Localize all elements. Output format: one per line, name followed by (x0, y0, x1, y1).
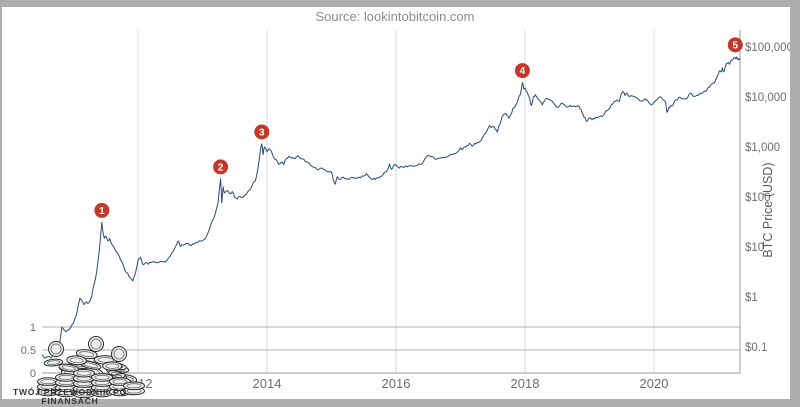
frame-left-bar (0, 0, 2, 407)
right-axis-tick-label: $100 (745, 192, 771, 204)
source-attribution: Source: lookintobitcoin.com (315, 9, 475, 24)
coin-icon (111, 346, 127, 362)
marker-circle (727, 37, 743, 53)
marker-circle (514, 63, 530, 79)
watermark-line2: FINANSACH (41, 396, 99, 406)
coin-rim (90, 338, 102, 350)
right-axis-tick-label: $100,000 (745, 42, 793, 54)
coin-rim (113, 348, 125, 360)
frame-right-bar (790, 0, 800, 407)
coin-icon (123, 381, 145, 391)
coin-rim (69, 357, 84, 364)
coin-rim (40, 379, 56, 385)
marker-number: 4 (520, 66, 526, 77)
marker-circle (213, 159, 229, 175)
coin-icon (48, 341, 64, 357)
btc-price-line (41, 56, 741, 359)
coin-rim (76, 370, 92, 376)
left-axis-tick-label: 1 (30, 322, 36, 334)
coin-icon (73, 368, 95, 378)
coin-rim (126, 383, 142, 389)
cycle-top-marker-4: 4 (514, 63, 530, 79)
marker-number: 5 (732, 40, 738, 51)
marker-number: 1 (99, 206, 105, 217)
coin-icon (102, 361, 123, 371)
right-axis-tick-label: $10 (745, 242, 764, 254)
x-axis-tick-label: 2020 (640, 376, 669, 391)
cycle-top-marker-3: 3 (254, 124, 270, 140)
left-axis-tick-label: 0 (30, 368, 36, 380)
x-axis-tick-label: 2014 (253, 376, 282, 391)
x-axis-tick-label: 2016 (382, 376, 411, 391)
coin-icon (109, 377, 131, 386)
coin-icon (55, 373, 77, 382)
coin-rim (61, 365, 76, 371)
left-axis-tick-label: 0.5 (21, 345, 36, 357)
cycle-top-marker-2: 2 (213, 159, 229, 175)
marker-circle (254, 124, 270, 140)
coin-rim (79, 351, 95, 358)
coin-pile-watermark (37, 336, 145, 399)
right-axis-tick-label: $0.1 (745, 342, 767, 354)
coin-rim (94, 374, 110, 380)
right-axis-tick-label: $10,000 (745, 92, 787, 104)
coin-rim (46, 360, 61, 365)
marker-circle (94, 202, 110, 218)
coin-icon (91, 373, 113, 382)
cycle-top-marker-1: 1 (94, 202, 110, 218)
y-axis-title: BTC Price (USD) (761, 162, 775, 257)
watermark-line1: TWÓJ PRZEWODNIK PO (12, 387, 128, 397)
coin-icon (43, 358, 64, 367)
marker-number: 3 (259, 128, 265, 139)
watermark-text: TWÓJ PRZEWODNIK PO FINANSACH (4, 388, 136, 406)
frame-bottom-bar (0, 399, 800, 407)
coin-icon (88, 336, 104, 352)
coin-rim (50, 343, 62, 355)
coin-rim (105, 363, 120, 369)
coin-rim (112, 379, 128, 385)
cycle-top-marker-5: 5 (727, 37, 743, 53)
coin-icon (66, 355, 87, 366)
frame-top-bar (0, 0, 800, 7)
marker-number: 2 (218, 163, 224, 174)
coin-rim (58, 374, 74, 380)
right-axis-tick-label: $1 (745, 292, 758, 304)
right-axis-tick-label: $1,000 (745, 142, 780, 154)
x-axis-tick-label: 2018 (511, 376, 540, 391)
